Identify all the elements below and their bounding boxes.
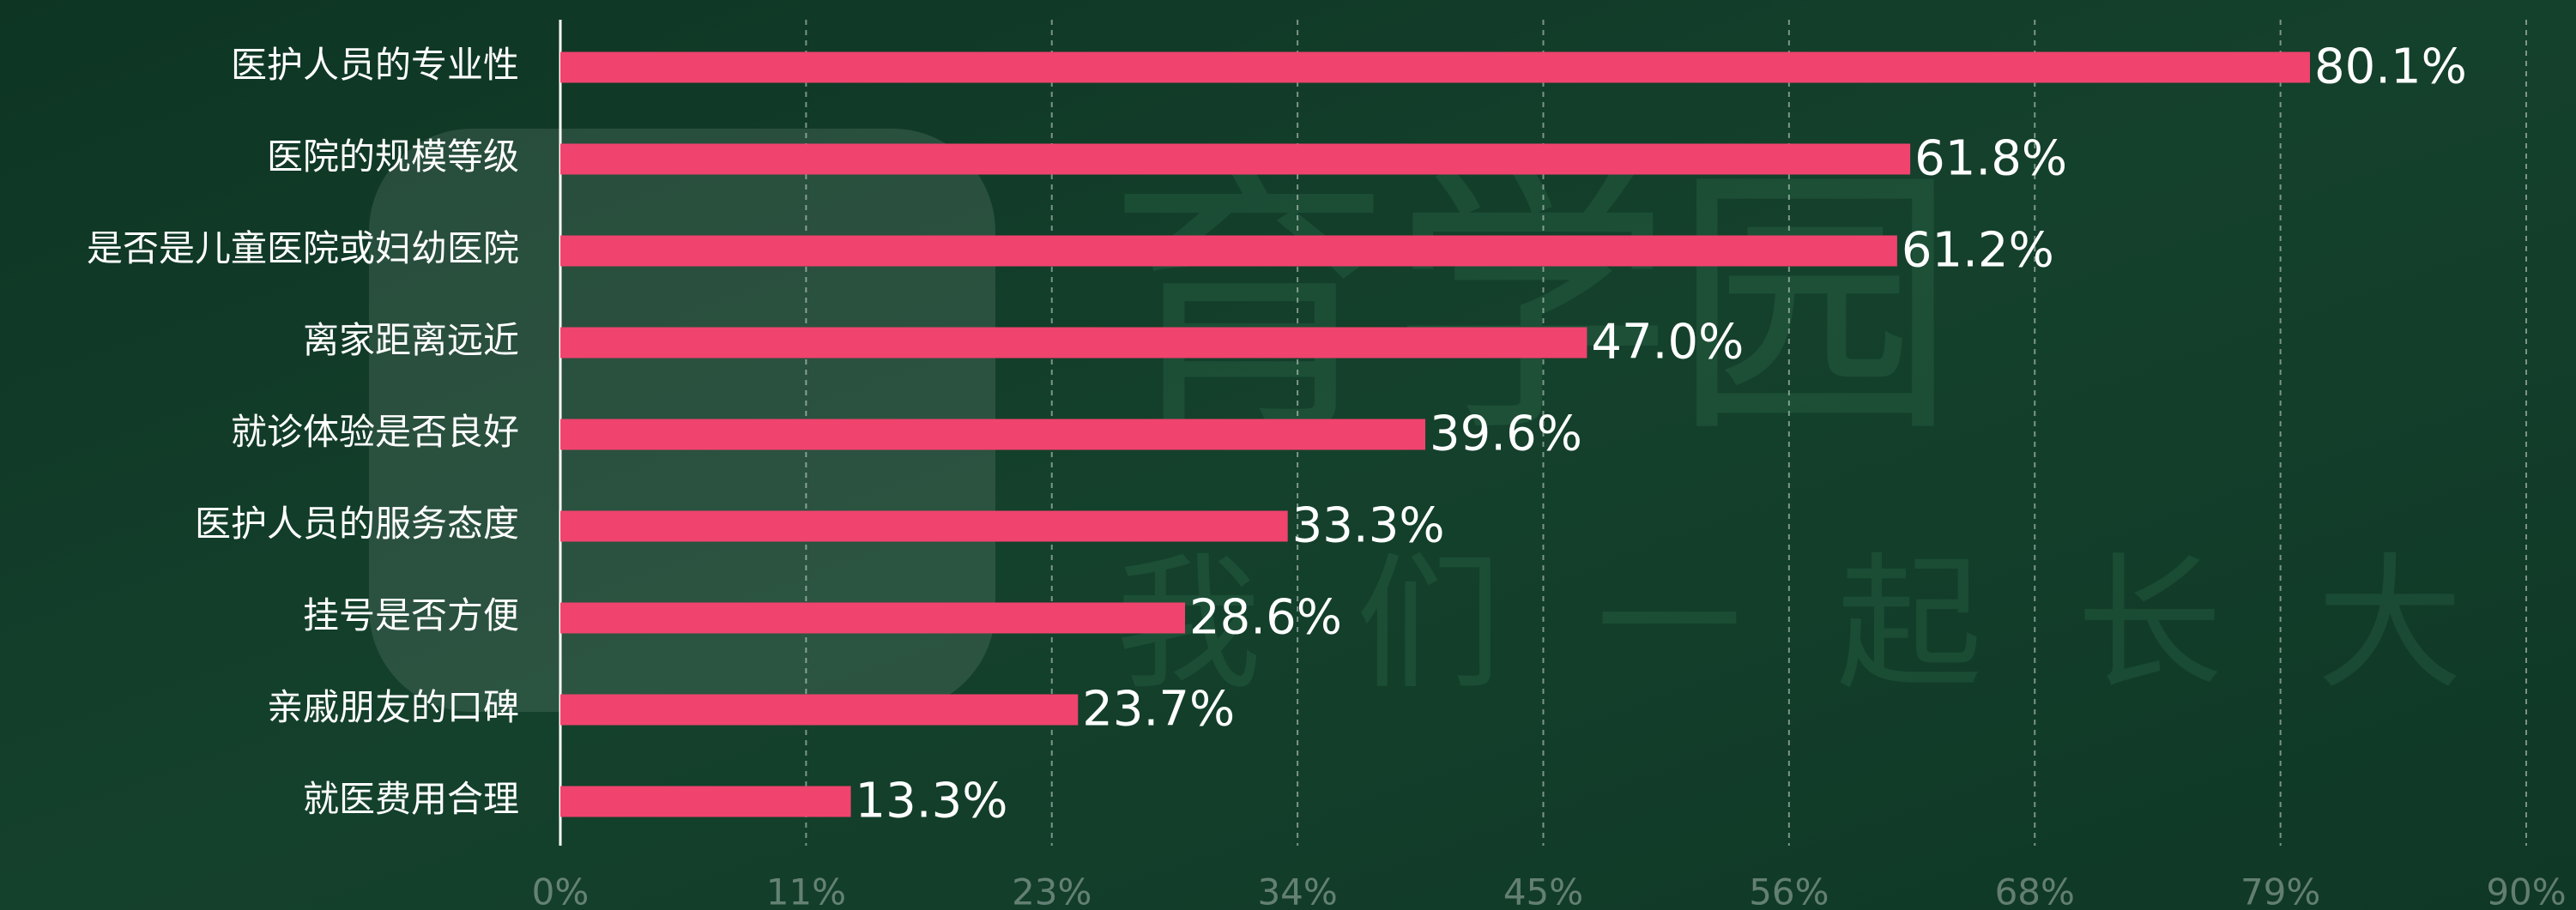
value-label: 39.6% [1430,407,1582,462]
bar [560,235,1897,267]
x-tick-label: 45% [1503,871,1583,910]
y-tick-label: 医护人员的服务态度 [195,503,519,545]
x-tick-label: 68% [1995,871,2075,910]
value-label: 33.3% [1292,498,1445,554]
value-label: 47.0% [1591,315,1744,371]
x-tick-label: 79% [2240,871,2320,910]
bar [560,327,1587,359]
watermark-slogan: 我们一起长大 [1116,539,2557,709]
bar [560,602,1186,634]
bar [560,419,1426,450]
bar [560,51,2310,83]
value-label: 23.7% [1082,682,1235,738]
watermark-name: 育学园 [1107,141,1956,470]
value-label: 28.6% [1189,590,1342,646]
bar [560,510,1288,542]
value-label: 80.1% [2314,39,2467,95]
bar [560,694,1079,726]
bar [560,786,851,817]
value-label: 61.8% [1914,131,2067,187]
value-label: 61.2% [1902,223,2054,279]
y-tick-label: 就诊体验是否良好 [231,411,519,453]
x-tick-label: 23% [1012,871,1091,910]
y-tick-label: 是否是儿童医院或妇幼医院 [87,227,519,269]
y-tick-label: 挂号是否方便 [303,594,519,636]
bar [560,143,1911,175]
value-label: 13.3% [856,774,1008,829]
y-tick-label: 就医费用合理 [303,778,519,820]
x-tick-label: 11% [766,871,846,910]
x-tick-label: 34% [1257,871,1337,910]
x-tick-label: 56% [1749,871,1829,910]
x-tick-label: 90% [2486,871,2566,910]
y-tick-label: 离家距离远近 [303,319,519,361]
y-tick-label: 医护人员的专业性 [231,44,519,86]
y-tick-label: 医院的规模等级 [267,136,519,178]
y-tick-label: 亲戚朋友的口碑 [267,686,519,728]
x-tick-label: 0% [532,871,590,910]
